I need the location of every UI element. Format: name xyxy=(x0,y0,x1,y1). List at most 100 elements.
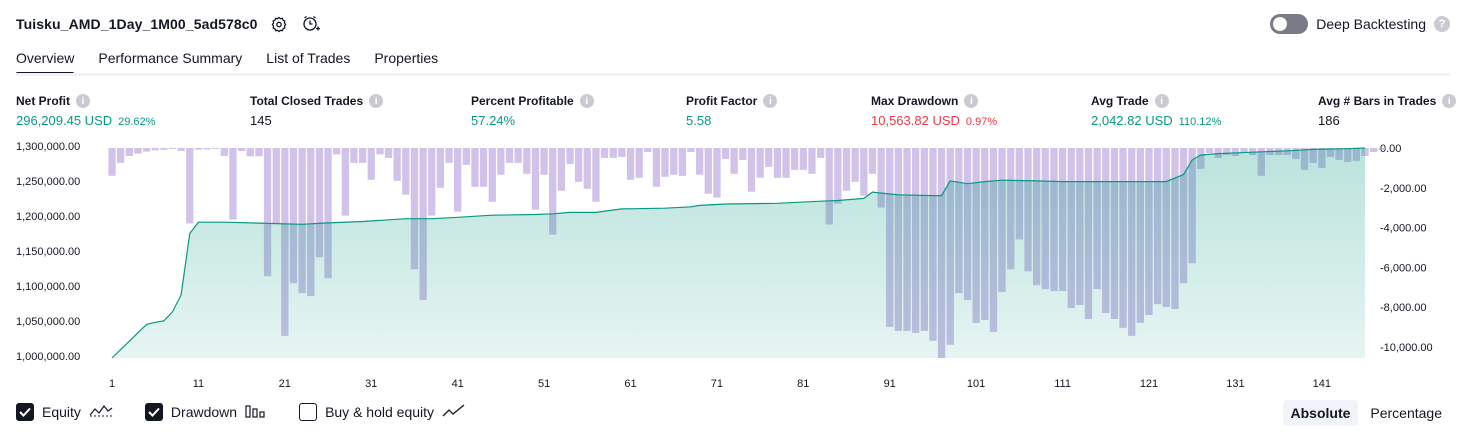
drawdown-checkbox[interactable] xyxy=(144,403,163,421)
drawdown-bar xyxy=(609,148,617,158)
y-tick-label: 1,150,000.00 xyxy=(16,246,80,258)
y-tick-label: 1,250,000.00 xyxy=(16,176,80,188)
deep-backtesting: Deep Backtesting ? xyxy=(1270,12,1450,36)
drawdown-bar xyxy=(359,148,367,163)
info-icon[interactable]: i xyxy=(579,94,594,108)
drawdown-bar xyxy=(773,148,782,178)
metric-avg-bars-in-trades: Avg # Bars in Trades i 186 xyxy=(1318,93,1457,129)
metric-label: Percent Profitable xyxy=(471,94,574,108)
x-tick-label: 111 xyxy=(1054,378,1071,390)
drawdown-bar xyxy=(255,148,263,157)
metric-value: 186 xyxy=(1318,113,1340,128)
percentage-button[interactable]: Percentage xyxy=(1370,405,1442,421)
metric-percent-profitable: Percent Profitable i 57.24% xyxy=(471,93,594,129)
drawdown-bar xyxy=(1370,148,1378,152)
drawdown-bar xyxy=(402,148,410,195)
x-tick-label: 21 xyxy=(279,378,291,390)
absolute-button[interactable]: Absolute xyxy=(1282,400,1359,426)
buy-hold-checkbox[interactable] xyxy=(299,403,318,421)
drawdown-bar xyxy=(160,148,168,150)
x-tick-label: 121 xyxy=(1140,378,1158,390)
x-tick-label: 11 xyxy=(193,378,204,390)
drawdown-bar xyxy=(1223,148,1231,155)
drawdown-bar xyxy=(212,148,220,149)
metric-net-profit: Net Profit i 296,209.45 USD 29.62% xyxy=(16,93,155,129)
x-tick-label: 41 xyxy=(452,378,464,390)
x-tick-label: 71 xyxy=(711,378,723,390)
deep-backtesting-toggle[interactable] xyxy=(1270,14,1309,34)
drawdown-bar xyxy=(583,148,591,189)
metric-value: 10,563.82 USD xyxy=(871,113,960,128)
drawdown-bar xyxy=(125,148,133,156)
drawdown-bar xyxy=(696,148,704,175)
metric-label: Total Closed Trades xyxy=(250,94,364,108)
drawdown-bar xyxy=(298,148,306,294)
metric-value: 5.58 xyxy=(686,113,712,128)
legend-equity-label: Equity xyxy=(42,404,81,420)
drawdown-bar xyxy=(289,148,298,284)
drawdown-bar xyxy=(445,148,453,163)
strategy-title: Tuisku_AMD_1Day_1M00_5ad578c0 xyxy=(16,16,258,32)
legend-drawdown-label: Drawdown xyxy=(170,404,238,420)
drawdown-bar xyxy=(652,148,661,187)
x-tick-label: 81 xyxy=(797,378,809,390)
drawdown-bar xyxy=(782,148,790,178)
info-icon[interactable]: i xyxy=(369,94,384,108)
legend-drawdown[interactable]: Drawdown xyxy=(144,403,267,421)
info-icon[interactable]: i xyxy=(1442,94,1457,108)
equity-checkbox[interactable] xyxy=(16,403,34,421)
drawdown-bar xyxy=(117,148,125,163)
legend-buy-hold-label: Buy & hold equity xyxy=(325,404,435,420)
info-icon[interactable]: i xyxy=(964,94,979,108)
tab-list-of-trades[interactable]: List of Trades xyxy=(266,50,351,66)
tab-overview[interactable]: Overview xyxy=(16,44,75,75)
equity-drawdown-chart[interactable]: 1,300,000.00 1,250,000.00 1,200,000.00 1,15… xyxy=(0,138,1466,396)
info-icon[interactable]: i xyxy=(76,94,90,108)
legend-buy-hold[interactable]: Buy & hold equity xyxy=(299,403,466,421)
help-icon[interactable]: ? xyxy=(1434,16,1450,32)
y-tick-label-right: -10,000.00 xyxy=(1380,342,1433,354)
metric-label: Avg Trade xyxy=(1091,94,1149,108)
drawdown-bar xyxy=(687,148,695,152)
y-tick-label: 1,050,000.00 xyxy=(16,316,80,328)
drawdown-bar xyxy=(730,148,738,174)
drawdown-bar xyxy=(808,148,816,174)
drawdown-bar xyxy=(618,148,626,157)
metric-value: 145 xyxy=(250,113,272,128)
gear-icon[interactable] xyxy=(268,13,290,35)
metric-max-drawdown: Max Drawdown i 10,563.82 USD 0.97% xyxy=(871,93,997,129)
drawdown-bar xyxy=(851,148,859,182)
drawdown-bar xyxy=(626,148,635,180)
drawdown-bar xyxy=(1249,148,1257,155)
drawdown-bar xyxy=(523,148,531,174)
drawdown-bar xyxy=(367,148,375,180)
y-tick-label-right: -8,000.00 xyxy=(1380,302,1426,314)
tab-properties[interactable]: Properties xyxy=(374,50,439,66)
equity-area xyxy=(112,148,1365,358)
metric-percent: 0.97% xyxy=(965,116,998,128)
drawdown-bar xyxy=(540,148,548,175)
tab-performance-summary[interactable]: Performance Summary xyxy=(98,50,243,66)
legend-equity[interactable]: Equity xyxy=(16,403,113,421)
y-tick-label-right: -2,000.00 xyxy=(1380,183,1426,195)
metric-percent: 110.12% xyxy=(1178,116,1222,128)
info-icon[interactable]: i xyxy=(763,94,778,108)
drawdown-bar xyxy=(799,148,807,170)
add-alert-icon[interactable] xyxy=(300,13,322,35)
drawdown-bar xyxy=(454,148,462,212)
x-tick-label: 31 xyxy=(365,378,377,390)
drawdown-bar xyxy=(488,148,496,202)
tab-bar: Overview Performance Summary List of Tra… xyxy=(16,44,439,75)
y-tick-label-right: -6,000.00 xyxy=(1380,262,1426,274)
drawdown-bar xyxy=(557,148,565,191)
info-icon[interactable]: i xyxy=(1154,94,1169,108)
metric-label: Net Profit xyxy=(16,94,70,108)
drawdown-bar xyxy=(704,148,712,194)
buy-hold-line-icon xyxy=(442,403,466,421)
drawdown-bar xyxy=(497,148,505,175)
drawdown-bar xyxy=(575,148,583,182)
drawdown-bar xyxy=(514,148,522,163)
y-tick-label-right: -4,000.00 xyxy=(1380,223,1426,235)
drawdown-bar xyxy=(721,148,730,159)
drawdown-bar xyxy=(203,148,211,150)
